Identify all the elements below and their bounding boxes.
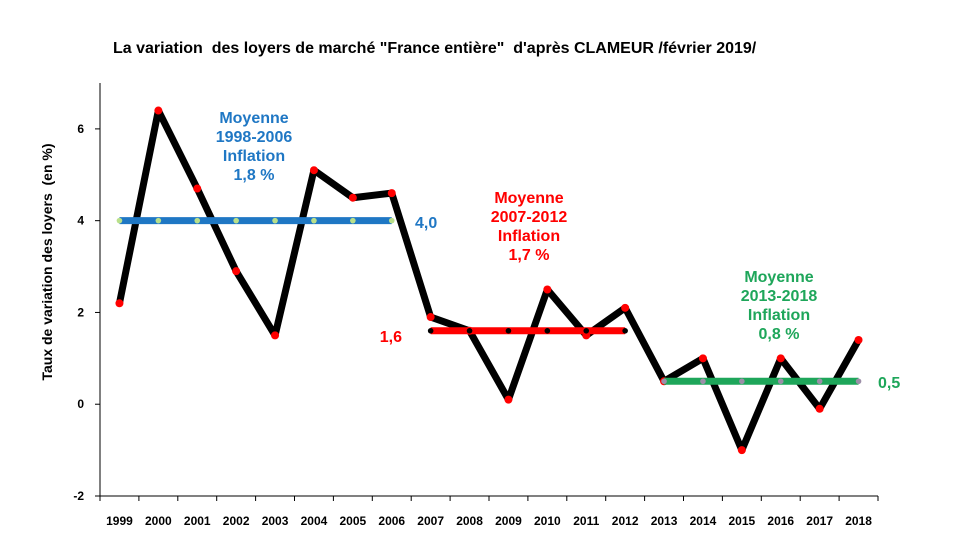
data-point-2017	[815, 404, 824, 413]
data-point-2006	[387, 189, 396, 198]
data-point-2009	[504, 395, 513, 404]
x-tick-label-2016: 2016	[767, 514, 794, 528]
y-tick-label: -2	[73, 489, 84, 503]
average-point-2015	[739, 378, 745, 385]
x-tick-label-2018: 2018	[845, 514, 872, 528]
x-tick-label-2010: 2010	[534, 514, 561, 528]
average-point-2009	[505, 328, 512, 334]
x-tick-label-2002: 2002	[223, 514, 250, 528]
annotation-2-line-1: Moyenne	[494, 190, 563, 207]
average-point-2002	[233, 217, 239, 224]
data-point-2016	[776, 354, 785, 363]
x-tick-label-2015: 2015	[728, 514, 755, 528]
x-tick-label-2014: 2014	[690, 514, 717, 528]
average-point-2014	[700, 378, 706, 385]
data-point-2010	[543, 285, 552, 294]
x-tick-label-2007: 2007	[417, 514, 444, 528]
chart-title: La variation des loyers de marché "Franc…	[113, 40, 757, 57]
x-tick-label-2017: 2017	[806, 514, 833, 528]
average-point-2017	[816, 378, 823, 385]
average-point-2000	[155, 217, 162, 224]
average-point-2006	[388, 217, 395, 224]
x-tick-label-2009: 2009	[495, 514, 522, 528]
average-point-2004	[311, 217, 317, 224]
data-point-2005	[348, 193, 357, 202]
x-tick-label-2013: 2013	[651, 514, 678, 528]
x-tick-label-1999: 1999	[106, 514, 133, 528]
y-axis-label: Taux de variation des loyers (en %)	[39, 143, 55, 380]
data-point-2001	[193, 184, 202, 193]
average-point-2008	[466, 328, 473, 334]
annotation-1-line-2: 1998-2006	[216, 129, 293, 146]
average-point-2011	[583, 328, 590, 334]
annotation-3-line-4: 0,8 %	[759, 326, 800, 343]
data-point-2002	[232, 267, 241, 276]
data-point-2012	[621, 303, 630, 312]
annotation-1-line-1: Moyenne	[219, 110, 288, 127]
average-point-1999	[116, 217, 123, 224]
x-tick-label-2006: 2006	[378, 514, 405, 528]
annotation-1-line-3: Inflation	[223, 148, 285, 165]
y-tick-label: 0	[77, 397, 84, 411]
x-tick-label-2011: 2011	[573, 514, 599, 528]
annotation-2-line-2: 2007-2012	[491, 209, 568, 226]
data-point-2018	[854, 335, 863, 344]
annotation-2-line-3: Inflation	[498, 228, 560, 245]
average-point-2016	[777, 378, 784, 385]
x-tick-label-2000: 2000	[145, 514, 172, 528]
average-value-label-3: 0,5	[878, 375, 900, 392]
series-line	[115, 107, 863, 454]
average-point-2001	[194, 217, 201, 224]
x-tick-label-2005: 2005	[339, 514, 366, 528]
y-tick-label: 6	[77, 122, 84, 136]
y-tick-label: 4	[77, 214, 84, 228]
data-point-2003	[271, 331, 280, 340]
annotation-1-line-4: 1,8 %	[234, 167, 275, 184]
x-tick-label-2004: 2004	[301, 514, 328, 528]
y-tick-label: 2	[77, 305, 84, 319]
data-point-2014	[698, 354, 707, 363]
annotation-2-line-4: 1,7 %	[509, 247, 550, 264]
x-tick-label-2008: 2008	[456, 514, 483, 528]
x-tick-label-2012: 2012	[612, 514, 639, 528]
data-point-2004	[309, 166, 318, 175]
data-point-2015	[737, 446, 746, 455]
average-point-2010	[544, 328, 551, 334]
annotations-group: Moyenne 1998-2006 Inflation 1,8 % 4,0 Moyenne…	[216, 110, 901, 392]
average-point-2012	[622, 328, 628, 334]
data-point-2000	[154, 106, 163, 115]
annotation-3-line-2: 2013-2018	[741, 288, 818, 305]
data-point-1999	[115, 299, 124, 308]
average-point-2005	[350, 217, 356, 224]
average-point-2003	[272, 217, 278, 224]
axes: -2 0 2 4 6 1999 2000 2001 2002 2003 2004 2005 2006 20…	[73, 83, 879, 528]
data-point-2007	[426, 313, 435, 322]
x-tick-label-2003: 2003	[262, 514, 289, 528]
average-point-2018	[855, 378, 862, 385]
annotation-3-line-1: Moyenne	[744, 269, 813, 286]
annotation-3-line-3: Inflation	[748, 307, 810, 324]
x-tick-label-2001: 2001	[184, 514, 211, 528]
average-lines-group	[116, 217, 862, 385]
average-value-label-1: 4,0	[415, 215, 437, 232]
average-point-2013	[661, 378, 667, 385]
average-point-2007	[427, 328, 434, 334]
average-value-label-2: 1,6	[380, 329, 402, 346]
